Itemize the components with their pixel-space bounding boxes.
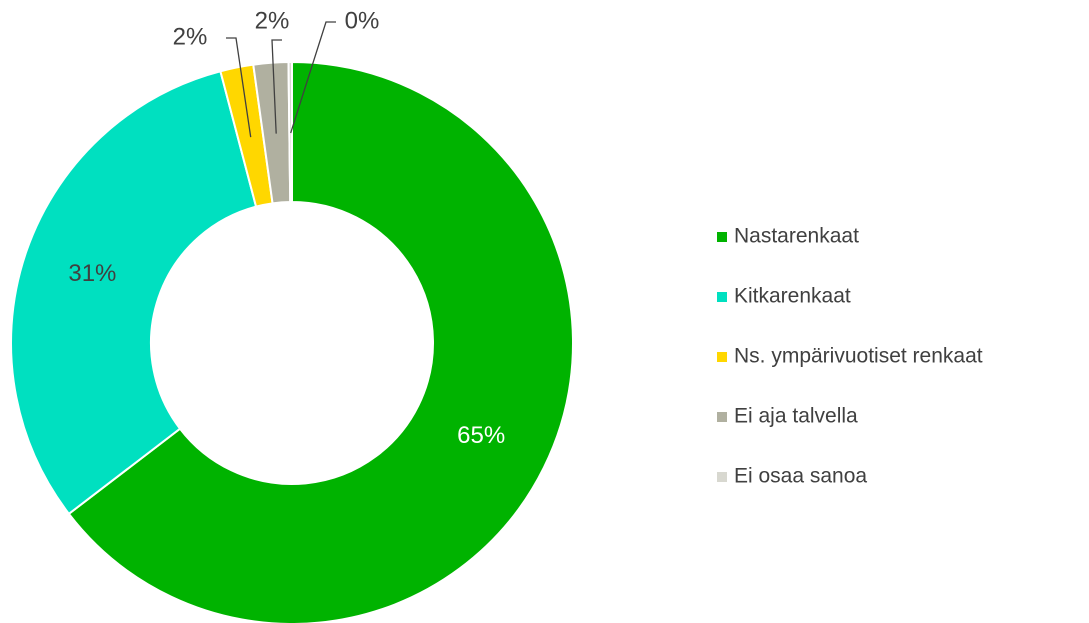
- legend-label: Ns. ympärivuotiset renkaat: [734, 345, 983, 368]
- legend-label: Ei osaa sanoa: [734, 465, 867, 488]
- data-label: 0%: [345, 7, 380, 34]
- slice: [287, 60, 293, 204]
- slice: [10, 70, 258, 516]
- data-label: 2%: [255, 7, 290, 34]
- data-label: 65%: [457, 422, 505, 449]
- leader-line: [226, 37, 252, 138]
- legend-label: Kitkarenkaat: [734, 285, 851, 308]
- data-label: 31%: [68, 260, 116, 287]
- legend-swatch: [717, 352, 727, 362]
- legend-swatch: [717, 232, 727, 242]
- legend-swatch: [717, 412, 727, 422]
- slice: [67, 60, 574, 623]
- legend-label: Ei aja talvella: [734, 405, 858, 428]
- legend-swatch: [717, 472, 727, 482]
- legend-label: Nastarenkaat: [734, 225, 859, 248]
- leader-line: [271, 39, 282, 134]
- data-label: 2%: [173, 23, 208, 50]
- leader-line: [290, 21, 336, 134]
- legend-swatch: [717, 292, 727, 302]
